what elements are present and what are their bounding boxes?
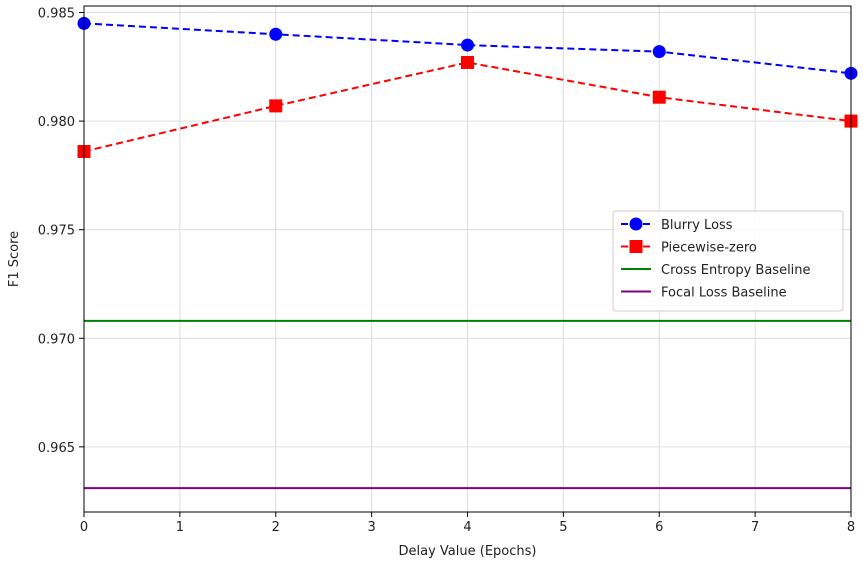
x-tick-label: 0	[80, 520, 88, 535]
data-point-piecewise-zero	[269, 99, 283, 113]
legend-label-piecewise-zero: Piecewise-zero	[661, 241, 757, 256]
legend-label-cross-entropy-baseline: Cross Entropy Baseline	[661, 263, 811, 278]
axis-ticks: 0 1 2 3 4 5 6 7 8 0.965 0.970 0.975 0.980 0.985	[38, 7, 855, 535]
legend: Blurry Loss Piecewise-zero Cross Entropy B…	[612, 210, 844, 312]
plot-series	[77, 16, 858, 490]
y-tick-label: 0.985	[38, 7, 75, 22]
legend-marker-piecewise-zero	[629, 240, 643, 253]
legend-box	[612, 210, 844, 312]
data-point-blurry-loss	[269, 27, 283, 41]
legend-label-focal-loss-baseline: Focal Loss Baseline	[661, 286, 787, 301]
y-tick-label: 0.975	[38, 224, 75, 239]
data-point-blurry-loss	[652, 45, 666, 59]
data-point-piecewise-zero	[652, 90, 666, 104]
x-tick-label: 4	[463, 520, 471, 535]
x-tick-label: 3	[367, 520, 375, 535]
series-line-blurry-loss	[83, 22, 852, 75]
x-tick-label: 2	[272, 520, 280, 535]
series-line-piecewise-zero	[83, 61, 852, 153]
x-tick-label: 6	[655, 520, 663, 535]
data-point-piecewise-zero	[461, 55, 474, 69]
data-point-blurry-loss	[461, 38, 474, 52]
y-axis-label: F1 Score	[7, 231, 22, 287]
y-tick-label: 0.970	[38, 332, 75, 347]
legend-label-blurry-loss: Blurry Loss	[661, 218, 733, 233]
legend-marker-blurry-loss	[629, 217, 643, 231]
y-tick-label: 0.965	[38, 441, 75, 456]
y-tick-label: 0.980	[38, 115, 75, 130]
x-axis-label: Delay Value (Epochs)	[399, 544, 537, 559]
x-tick-label: 1	[176, 520, 184, 535]
x-tick-label: 7	[751, 520, 759, 535]
x-tick-label: 5	[559, 520, 567, 535]
x-tick-label: 8	[847, 520, 855, 535]
